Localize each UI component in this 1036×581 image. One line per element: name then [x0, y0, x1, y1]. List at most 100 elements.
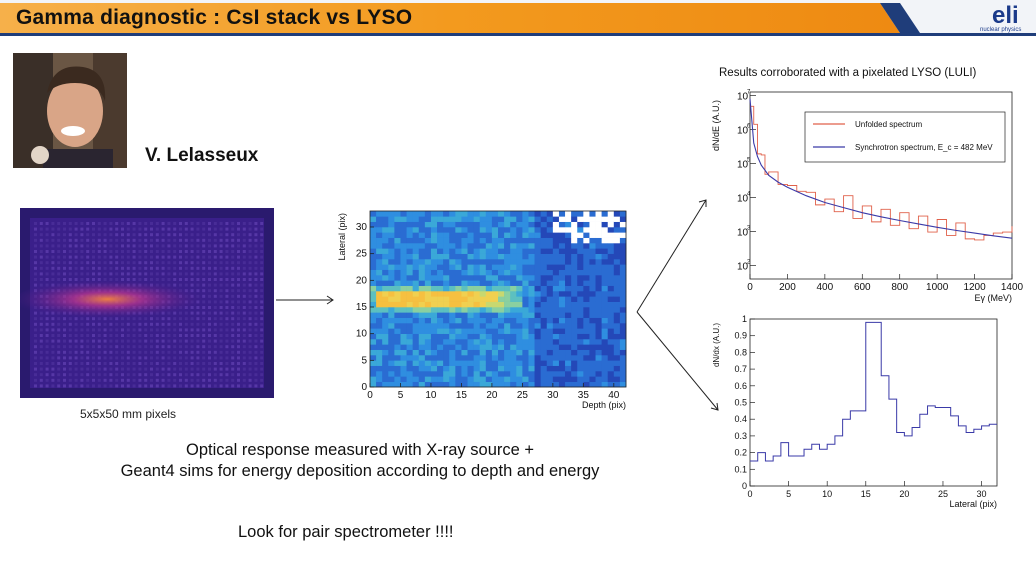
heatmap-cell: [589, 339, 596, 345]
heatmap-cell: [491, 339, 499, 345]
heatmap-cell: [382, 296, 389, 302]
heatmap-cell: [577, 232, 584, 238]
heatmap-cell: [418, 243, 426, 249]
heatmap-cell: [400, 232, 407, 238]
heatmap-cell: [467, 323, 474, 329]
heatmap-cell: [619, 216, 627, 222]
heatmap-cell: [376, 227, 383, 233]
heatmap-cell: [424, 221, 432, 228]
heatmap-cell: [491, 275, 499, 281]
heatmap-cell: [534, 360, 541, 366]
heatmap-cell: [613, 232, 621, 238]
heatmap-cell: [418, 221, 426, 228]
heatmap-cell: [437, 355, 444, 361]
heatmap-cell: [619, 323, 627, 329]
heatmap-cell: [510, 349, 517, 356]
heatmap-cell: [595, 243, 602, 249]
heatmap-cell: [437, 339, 444, 345]
heatmap-cell: [418, 349, 426, 356]
heatmap-cell: [534, 296, 541, 302]
lateral-y-tick-label: 0.1: [734, 464, 747, 474]
heatmap-cell: [601, 269, 609, 276]
spectrum-x-tick-label: 0: [747, 282, 753, 293]
heatmap-cell: [607, 328, 615, 334]
heatmap-cell: [534, 232, 541, 238]
heatmap-cell: [370, 285, 377, 292]
heatmap-cell: [522, 248, 529, 254]
spectrum-x-tick-label: 1400: [1001, 282, 1024, 293]
heatmap-cell: [412, 232, 420, 238]
spectrum-y-tick-label: 10: [737, 261, 749, 272]
heatmap-cell: [376, 253, 383, 260]
heatmap-cell: [534, 264, 541, 270]
heatmap-cell: [412, 376, 420, 382]
heatmap-cell: [607, 275, 615, 281]
heatmap-cell: [613, 269, 621, 276]
heatmap-cell: [552, 339, 560, 345]
heatmap-cell: [473, 296, 481, 302]
heatmap-cell: [498, 301, 505, 308]
heatmap-cell: [449, 237, 456, 244]
heatmap-cell: [516, 253, 523, 260]
heatmap-cell: [522, 269, 529, 276]
heatmap-cell: [437, 360, 444, 366]
heatmap-cell: [388, 381, 395, 388]
heatmap-cell: [467, 381, 474, 388]
heatmap-cell: [370, 365, 377, 372]
heatmap-cell: [504, 227, 511, 233]
heatmap-cell: [479, 339, 487, 345]
heatmap-cell: [589, 349, 596, 356]
heatmap-cell: [443, 333, 450, 340]
heatmap-cell: [540, 349, 548, 356]
heatmap-cell: [424, 344, 432, 350]
heatmap-cell: [552, 371, 560, 377]
heatmap-cell: [400, 221, 407, 228]
heatmap-cell: [430, 248, 438, 254]
heatmap-cell: [394, 211, 401, 217]
heatmap-cell: [455, 237, 462, 244]
heatmap-cell: [430, 285, 438, 292]
heatmap-cell: [577, 259, 584, 265]
heatmap-cell: [449, 291, 456, 297]
heatmap-cell: [558, 365, 566, 372]
heatmap-cell: [418, 360, 426, 366]
heatmap-cell: [540, 243, 548, 249]
heatmap-cell: [577, 344, 584, 350]
heatmap-cell: [461, 248, 468, 254]
heatmap-cell: [577, 381, 584, 388]
heatmap-cell: [479, 269, 487, 276]
heatmap-cell: [571, 355, 578, 361]
heatmap-cell: [473, 280, 481, 286]
heatmap-cell: [424, 237, 432, 244]
heatmap-cell: [461, 323, 468, 329]
heatmap-cell: [595, 232, 602, 238]
heatmap-cell: [412, 301, 420, 308]
heatmap-cell: [473, 333, 481, 340]
heatmap-cell: [400, 328, 407, 334]
heatmap-cell: [522, 328, 529, 334]
heatmap-cell: [473, 307, 481, 313]
heatmap-cell: [449, 349, 456, 356]
spectrum-x-tick-label: 1200: [963, 282, 986, 293]
spectrum-x-tick-label: 400: [817, 282, 834, 293]
heatmap-cell: [571, 307, 578, 313]
heatmap-cell: [443, 264, 450, 270]
heatmap-cell: [491, 323, 499, 329]
heatmap-cell: [382, 221, 389, 228]
heatmap-cell: [412, 280, 420, 286]
heatmap-cell: [430, 365, 438, 372]
heatmap-cell: [388, 259, 395, 265]
heatmap-cell: [400, 360, 407, 366]
heatmap-cell: [589, 227, 596, 233]
heatmap-cell: [437, 237, 444, 244]
heatmap-cell: [455, 328, 462, 334]
heatmap-cell: [491, 232, 499, 238]
heatmap-cell: [613, 275, 621, 281]
heatmap-cell: [400, 339, 407, 345]
heatmap-cell: [430, 360, 438, 366]
heatmap-cell: [376, 328, 383, 334]
heatmap-cell: [388, 339, 395, 345]
heatmap-cell: [498, 269, 505, 276]
heatmap-cell: [394, 280, 401, 286]
heatmap-cell: [571, 275, 578, 281]
